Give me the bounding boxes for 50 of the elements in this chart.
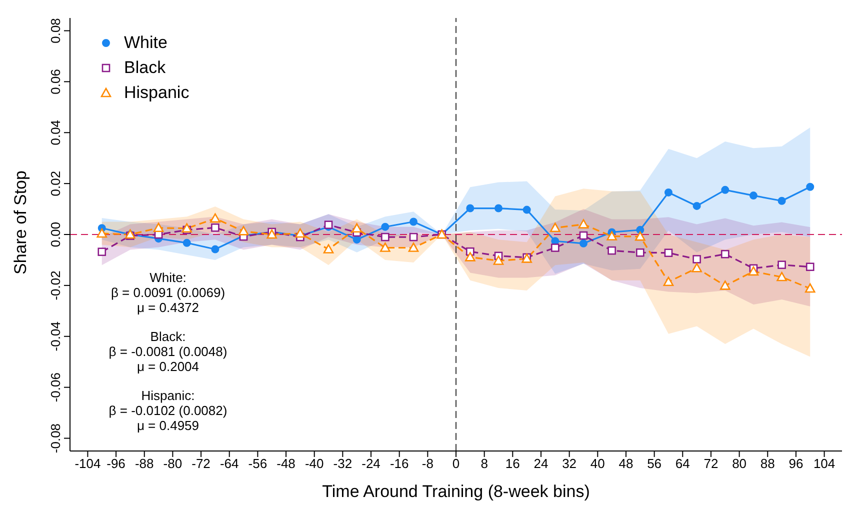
x-tick-label: -16 — [390, 456, 409, 472]
x-tick-label: 8 — [480, 456, 488, 472]
x-tick-label: -64 — [220, 456, 239, 472]
annotation: Hispanic: — [140, 388, 196, 403]
x-tick-label: -48 — [276, 456, 296, 472]
x-axis-title: Time Around Training (8-week bins) — [322, 482, 590, 501]
x-tick-label: -80 — [163, 456, 182, 472]
x-tick-label: 56 — [647, 456, 662, 472]
y-tick-label: 0.08 — [48, 18, 63, 44]
legend-label: Hispanic — [124, 82, 190, 102]
y-tick-label: -0.02 — [48, 270, 63, 300]
x-tick-label: -32 — [333, 456, 352, 472]
annotation: μ = 0.4959 — [136, 418, 200, 433]
x-tick-label: -88 — [134, 456, 154, 472]
annotation: White: — [148, 270, 188, 285]
y-tick-label: -0.04 — [48, 322, 63, 352]
x-tick-label: 64 — [675, 456, 690, 472]
x-tick-label: 24 — [534, 456, 548, 472]
x-tick-label: -8 — [422, 456, 434, 472]
annotation: β = -0.0102 (0.0082) — [108, 403, 228, 418]
x-tick-label: -72 — [192, 456, 210, 472]
x-tick-label: 96 — [788, 456, 804, 472]
y-tick-label: -0.06 — [48, 372, 63, 402]
x-tick-label: -24 — [362, 456, 380, 472]
x-tick-label: -96 — [106, 456, 126, 472]
annotation: μ = 0.4372 — [136, 300, 200, 315]
x-tick-label: 16 — [505, 456, 520, 472]
y-tick-label: 0.06 — [48, 69, 63, 94]
x-tick-label: 48 — [618, 456, 634, 472]
annotation: β = -0.0081 (0.0048) — [108, 344, 228, 359]
x-tick-label: 104 — [813, 456, 836, 472]
legend-label: White — [124, 32, 168, 52]
x-tick-label: -56 — [248, 456, 268, 472]
x-tick-label: -40 — [304, 456, 324, 472]
x-tick-label: -104 — [74, 456, 101, 472]
y-axis-title: Share of Stop — [11, 170, 30, 274]
legend-label: Black — [124, 58, 166, 78]
x-tick-label: 32 — [562, 456, 577, 472]
x-tick-label: 80 — [732, 456, 747, 472]
x-tick-label: 40 — [590, 456, 605, 472]
x-tick-label: 72 — [704, 456, 718, 472]
y-tick-label: 0.04 — [48, 120, 63, 146]
annotation: Black: — [149, 329, 187, 344]
x-tick-label: 88 — [760, 456, 775, 472]
y-tick-label: -0.08 — [48, 423, 63, 454]
y-tick-label: 0.00 — [48, 222, 63, 248]
annotation: μ = 0.2004 — [136, 359, 200, 374]
y-tick-label: 0.02 — [48, 170, 63, 196]
annotation: β = 0.0091 (0.0069) — [110, 285, 226, 300]
x-tick-label: 0 — [452, 456, 460, 472]
